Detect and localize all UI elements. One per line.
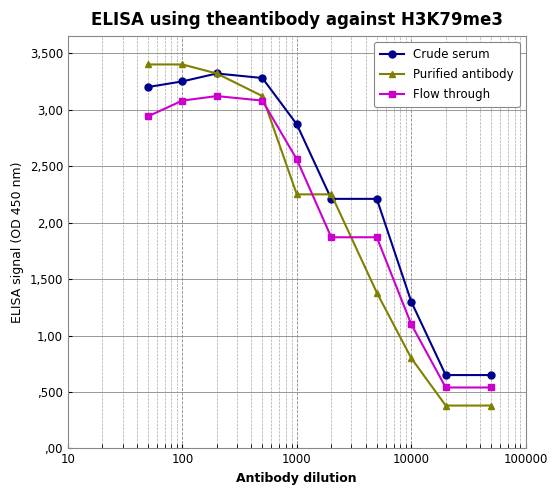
Y-axis label: ELISA signal (OD 450 nm): ELISA signal (OD 450 nm) (11, 162, 24, 323)
Flow through (408, 321, 415, 327)
Crude serum (293, 122, 300, 127)
Crude serum (373, 196, 380, 202)
Flow through (488, 384, 495, 390)
Legend: Crude serum, Purified antibody, Flow through: Crude serum, Purified antibody, Flow thr… (375, 42, 520, 107)
Flow through (442, 384, 449, 390)
Purified antibody (442, 403, 449, 409)
Crude serum (442, 372, 449, 378)
Title: ELISA using theantibody against H3K79me3: ELISA using theantibody against H3K79me3 (91, 11, 503, 29)
Purified antibody (408, 355, 415, 361)
Line: Crude serum: Crude serum (144, 70, 495, 378)
Purified antibody (373, 290, 380, 296)
Flow through (293, 156, 300, 162)
Flow through (214, 93, 220, 99)
Crude serum (408, 299, 415, 305)
Crude serum (259, 75, 266, 81)
Line: Purified antibody: Purified antibody (144, 61, 495, 409)
Line: Flow through: Flow through (144, 93, 495, 391)
Crude serum (488, 372, 495, 378)
Purified antibody (328, 191, 335, 197)
Crude serum (145, 84, 151, 90)
X-axis label: Antibody dilution: Antibody dilution (236, 472, 357, 485)
Purified antibody (488, 403, 495, 409)
Crude serum (328, 196, 335, 202)
Crude serum (214, 70, 220, 76)
Purified antibody (179, 62, 186, 67)
Crude serum (179, 78, 186, 84)
Purified antibody (259, 93, 266, 99)
Purified antibody (214, 70, 220, 76)
Flow through (328, 234, 335, 240)
Flow through (179, 98, 186, 104)
Flow through (145, 114, 151, 120)
Flow through (373, 234, 380, 240)
Purified antibody (293, 191, 300, 197)
Purified antibody (145, 62, 151, 67)
Flow through (259, 98, 266, 104)
